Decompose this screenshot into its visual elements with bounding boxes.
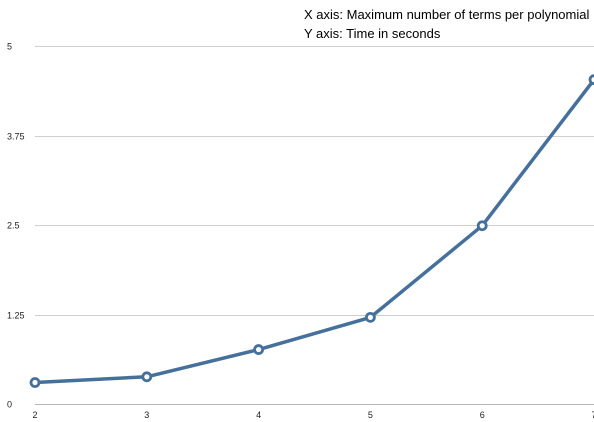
gridlines (35, 46, 594, 405)
x-tick-label: 2 (32, 410, 37, 420)
x-tick-label: 4 (256, 410, 261, 420)
y-axis-annotation: Y axis: Time in seconds (304, 26, 441, 41)
series (29, 74, 594, 388)
data-point-x6 (476, 220, 488, 232)
data-point-x3 (141, 371, 153, 383)
data-point-x7 (588, 74, 594, 86)
y-tick-label: 0 (7, 400, 12, 410)
x-tick-label: 3 (144, 410, 149, 420)
x-axis-tick-labels: 2 3 4 5 6 7 (32, 410, 594, 420)
y-tick-label: 1.25 (7, 311, 25, 321)
x-tick-label: 7 (591, 410, 594, 420)
x-tick-label: 6 (480, 410, 485, 420)
x-axis-annotation: X axis: Maximum number of terms per poly… (304, 7, 589, 22)
y-tick-label: 3.75 (7, 132, 25, 142)
y-tick-label: 2.5 (7, 221, 20, 231)
x-tick-label: 5 (368, 410, 373, 420)
axis-annotations: X axis: Maximum number of terms per poly… (304, 7, 589, 41)
y-axis-tick-labels: 0 1.25 2.5 3.75 5 (7, 42, 25, 410)
y-tick-label: 5 (7, 42, 12, 52)
data-point-x2 (29, 377, 41, 388)
series-line (33, 77, 594, 385)
data-point-x4 (253, 344, 265, 355)
data-point-x5 (364, 311, 376, 323)
